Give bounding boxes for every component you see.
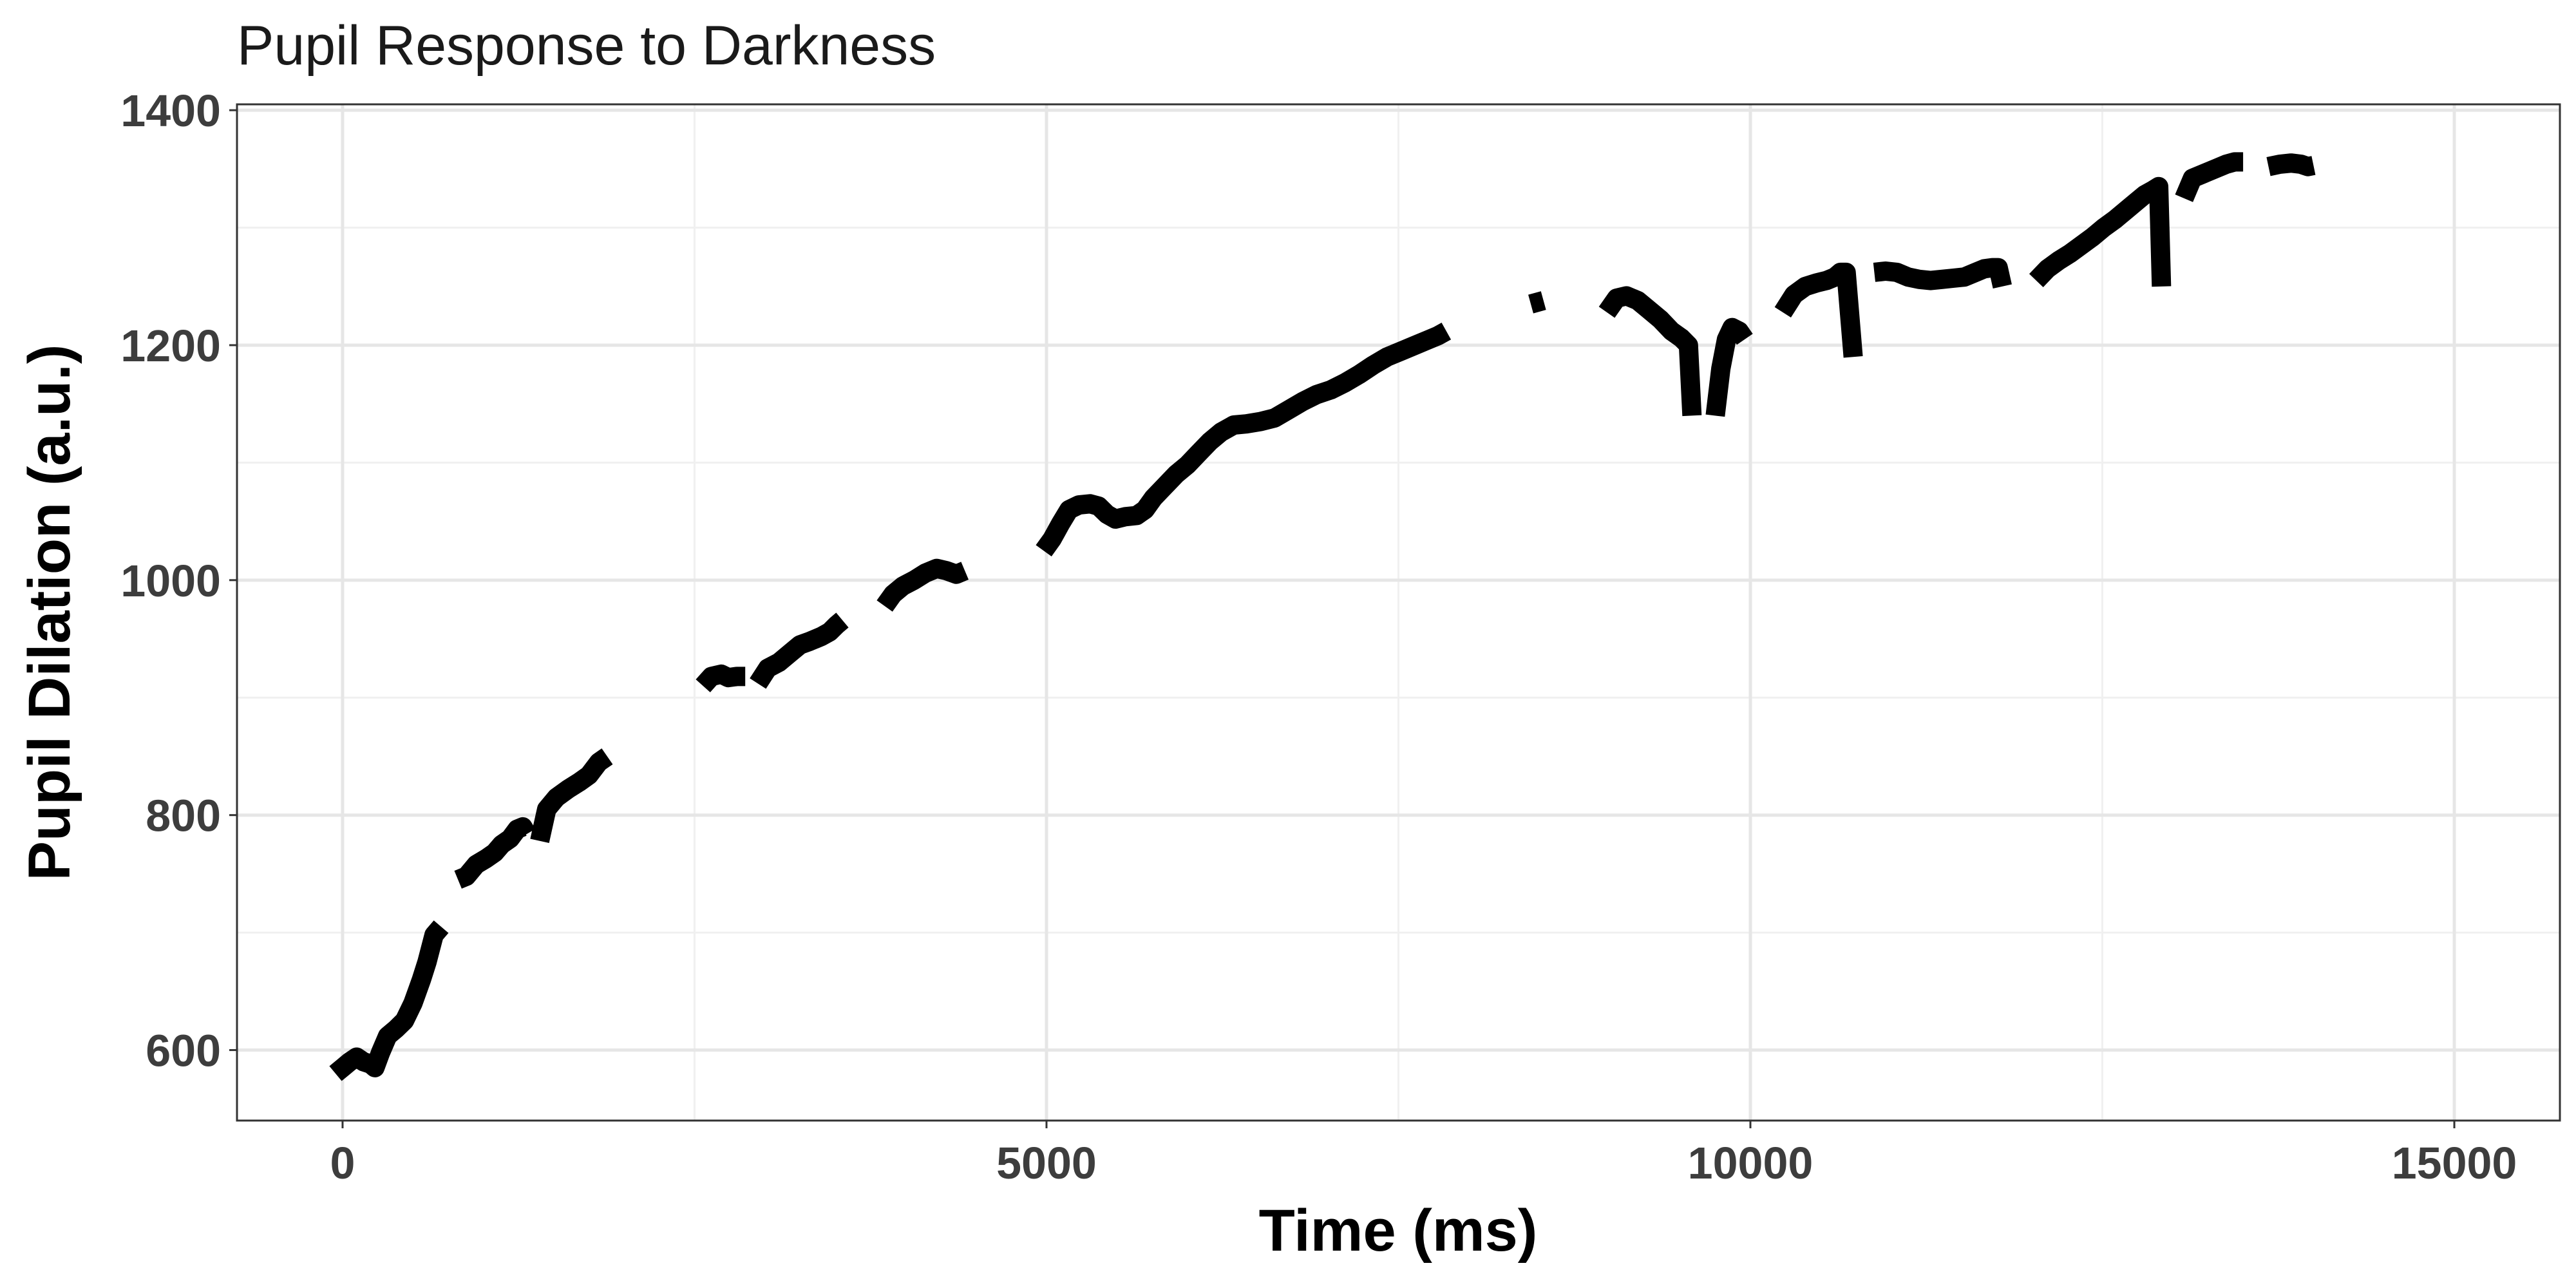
panel-border [236,103,2561,1122]
series-segment [696,664,747,693]
y-axis-label: Pupil Dilation (a.u.) [17,344,82,880]
x-axis-label: Time (ms) [1259,1198,1538,1264]
y-tick-label: 1400 [120,86,221,136]
x-tick-label: 0 [330,1138,355,1188]
y-tick-label: 800 [146,791,221,841]
y-axis: 600 800 1000 1200 1400 [120,86,237,1076]
series-segment [454,817,536,889]
series-segment [750,612,849,689]
x-tick-label: 15000 [2392,1138,2517,1188]
y-tick-label: 1000 [120,556,221,606]
series-segment [1528,291,1546,314]
series-segment [1036,322,1452,556]
y-tick-label: 600 [146,1026,221,1076]
series-segment [2266,153,2318,176]
x-tick-label: 10000 [1688,1138,1814,1188]
series-segment [530,748,613,844]
chart-title: Pupil Response to Darkness [237,15,936,77]
series-segment [1705,317,1753,417]
x-axis: 0 5000 10000 15000 [330,1121,2517,1188]
x-tick-label: 5000 [996,1138,1097,1188]
series-segment [2175,152,2244,202]
minor-gridlines [237,104,2560,1121]
series-segment [329,920,449,1081]
series-segment [1774,262,1863,358]
y-tick-label: 1200 [120,321,221,371]
series-segment [1598,286,1702,417]
series-line-group [329,152,2318,1081]
series-segment [1873,258,2012,290]
series-segment [876,558,969,612]
series-segment [2029,176,2172,287]
